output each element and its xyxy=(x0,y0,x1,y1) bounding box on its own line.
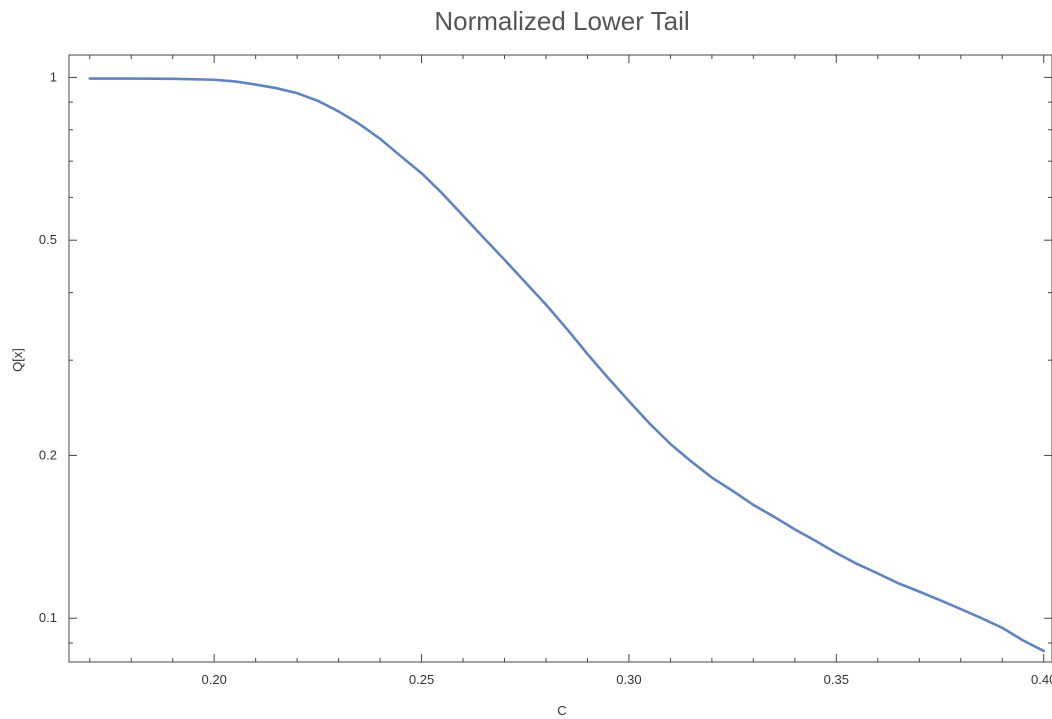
y-axis-label: Q[x] xyxy=(10,348,25,372)
x-tick-label: 0.25 xyxy=(409,672,434,687)
axis-tick-labels: 0.20 0.25 0.30 0.35 0.40 0.1 0.2 0.5 1 xyxy=(39,69,1052,687)
y-tick-label: 0.1 xyxy=(39,610,57,625)
plot-series xyxy=(88,77,1045,653)
chart-title: Normalized Lower Tail xyxy=(434,6,689,36)
plot-frame xyxy=(68,54,1052,663)
axis-ticks xyxy=(69,55,1052,662)
x-tick-label: 0.30 xyxy=(616,672,641,687)
y-tick-label: 0.2 xyxy=(39,447,57,462)
x-axis-label: C xyxy=(557,703,566,718)
x-tick-label: 0.20 xyxy=(202,672,227,687)
y-tick-label: 0.5 xyxy=(39,232,57,247)
x-tick-label: 0.35 xyxy=(824,672,849,687)
series-line-0 xyxy=(88,77,1045,653)
x-tick-label: 0.40 xyxy=(1031,672,1052,687)
y-tick-label: 1 xyxy=(50,69,57,84)
